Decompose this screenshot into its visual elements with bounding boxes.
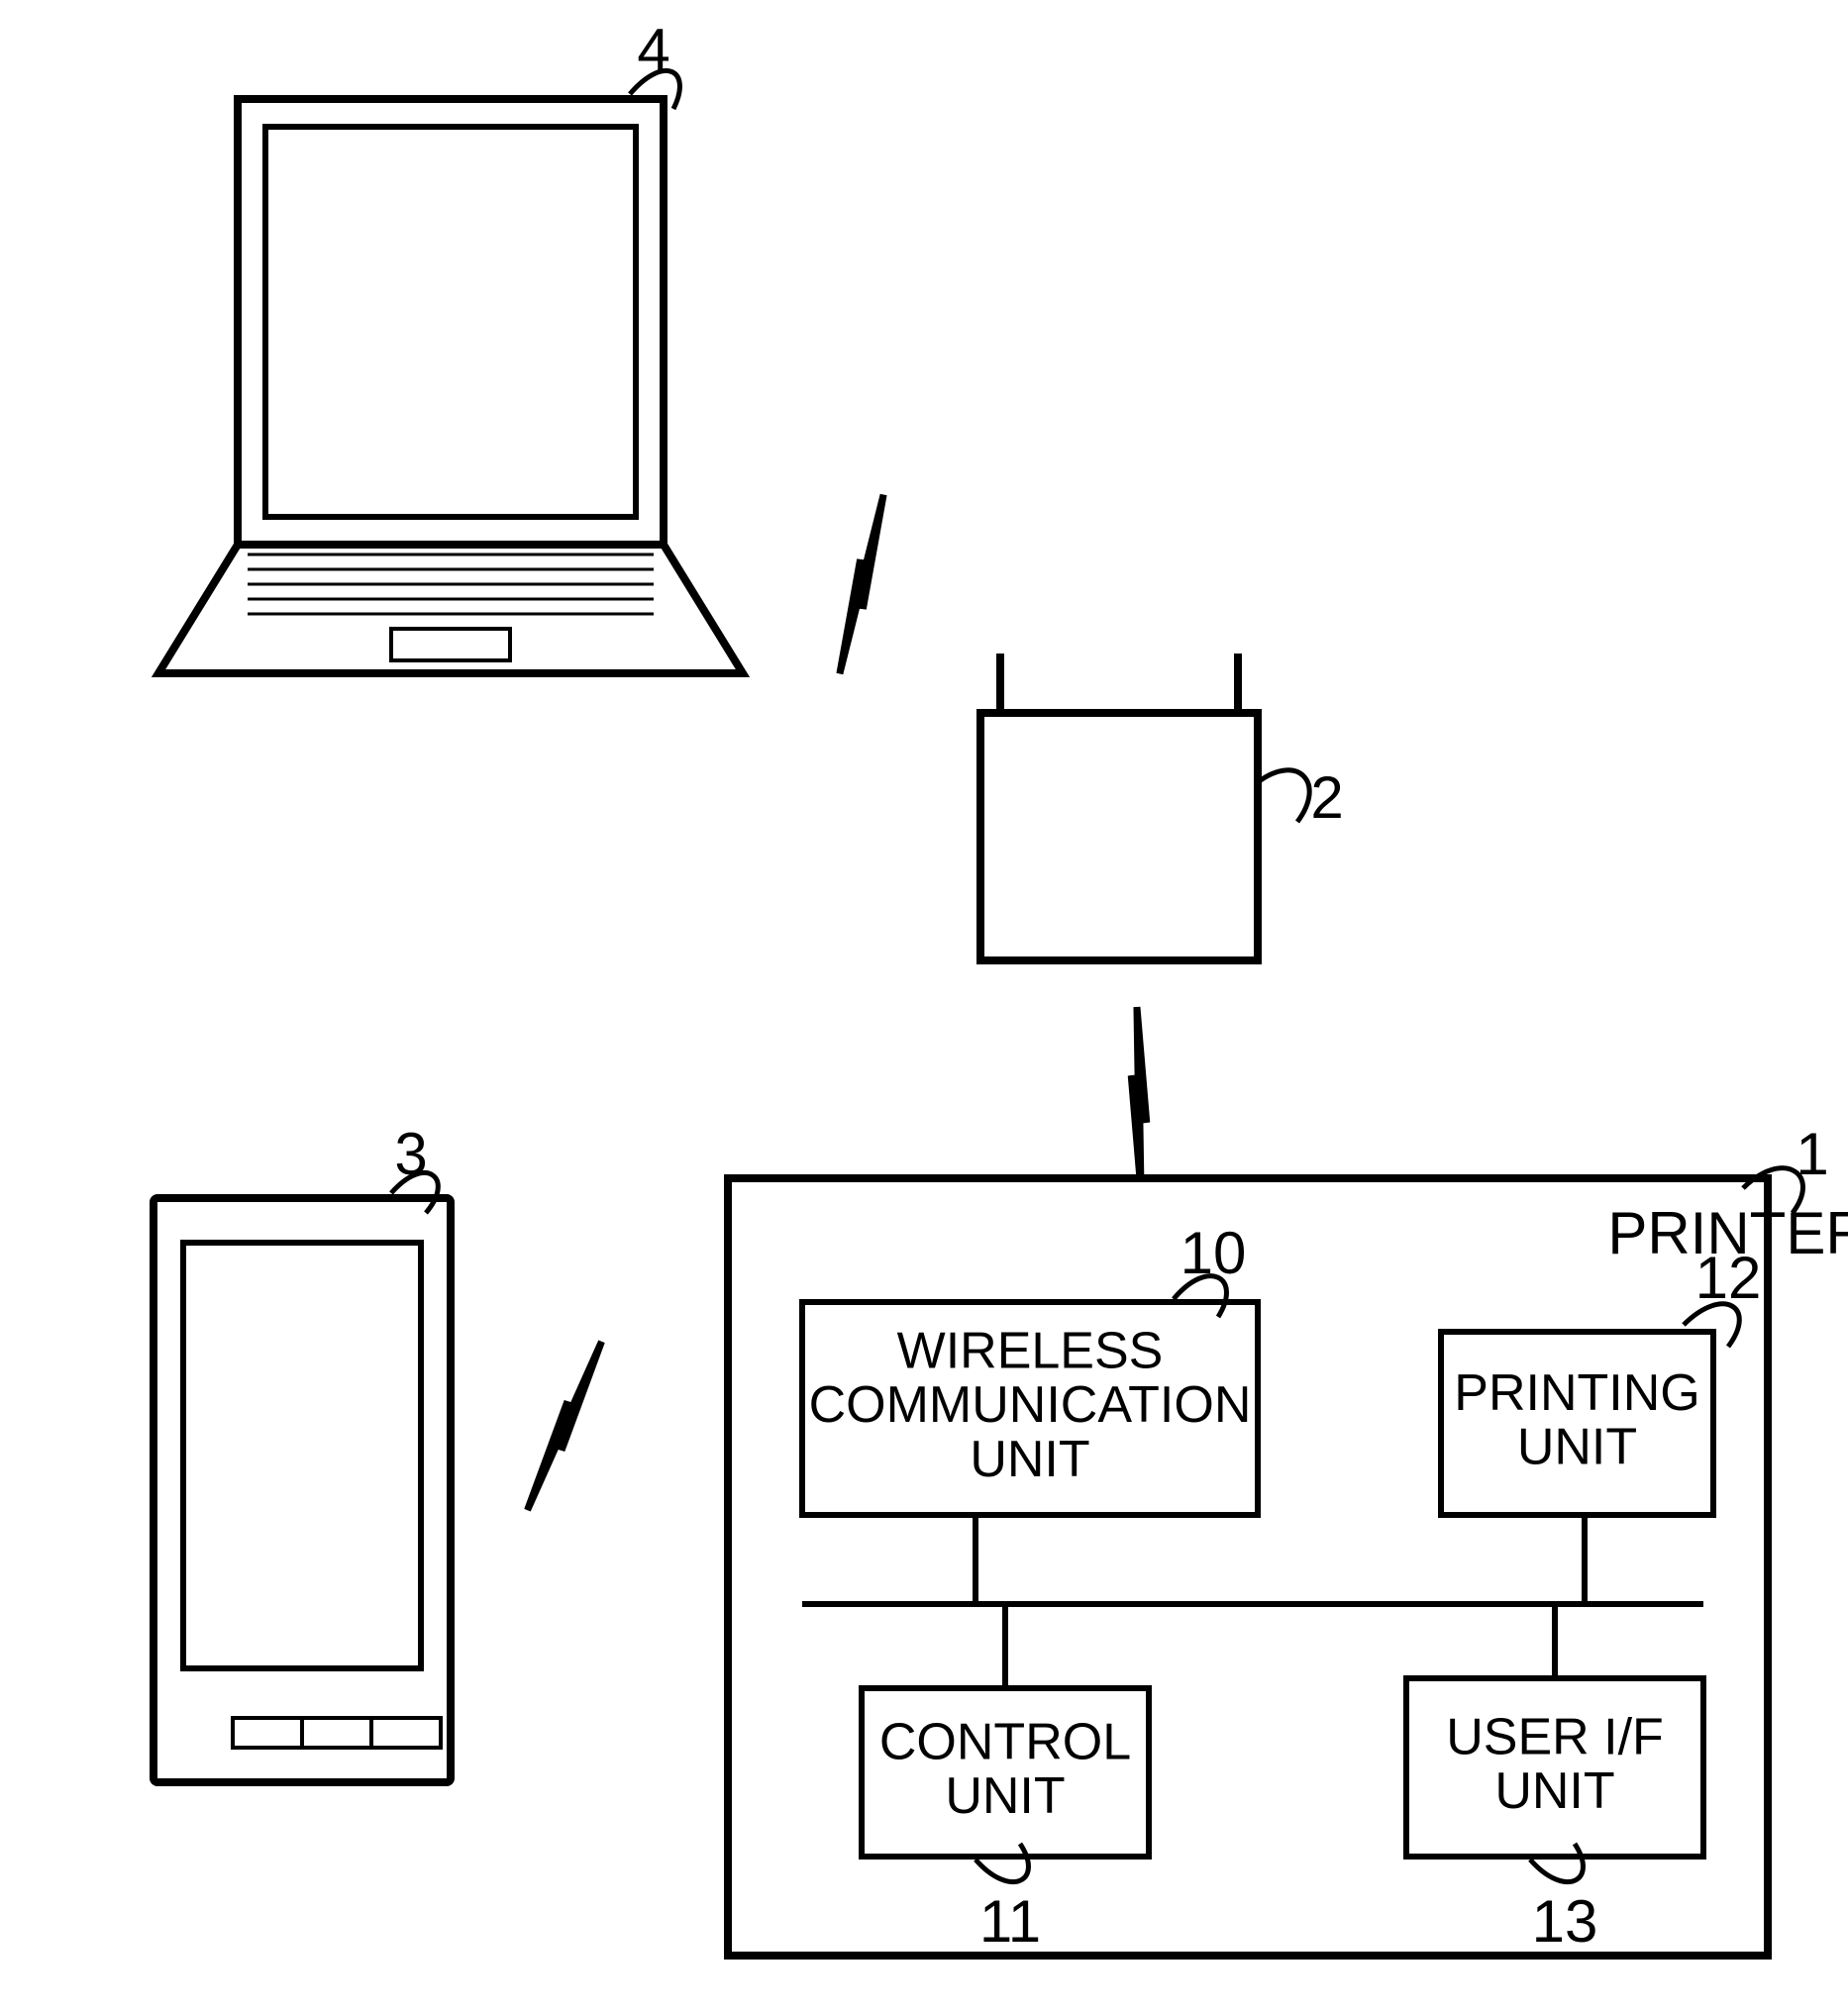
wireless-communication-unit-ref-label: 10 bbox=[1181, 1220, 1247, 1286]
printing-unit-label-line: UNIT bbox=[1517, 1419, 1637, 1476]
user-if-unit-label-line: UNIT bbox=[1494, 1762, 1614, 1820]
user-if-unit-ref-label: 13 bbox=[1532, 1888, 1598, 1955]
phone-device: 3 bbox=[154, 1121, 451, 1782]
wireless-link-icon bbox=[473, 1342, 657, 1510]
wireless-link-icon bbox=[770, 495, 954, 674]
printing-unit-label-line: PRINTING bbox=[1454, 1364, 1699, 1422]
printing-unit-ref-label: 12 bbox=[1695, 1245, 1762, 1311]
laptop-ref-label: 4 bbox=[637, 17, 669, 83]
phone-ref-label: 3 bbox=[394, 1121, 427, 1187]
router-ref-label: 2 bbox=[1310, 764, 1343, 831]
user-if-unit-label-line: USER I/F bbox=[1446, 1708, 1664, 1765]
router-device: 2 bbox=[980, 654, 1344, 960]
wireless-communication-unit-label-line: UNIT bbox=[970, 1431, 1089, 1488]
wireless-communication-unit-label-line: WIRELESS bbox=[897, 1323, 1164, 1380]
control-unit-label-line: CONTROL bbox=[879, 1713, 1131, 1770]
control-unit-ref-label: 11 bbox=[979, 1888, 1041, 1955]
control-unit-label-line: UNIT bbox=[945, 1767, 1065, 1825]
laptop-device: 4 bbox=[158, 17, 743, 673]
wireless-communication-unit-label-line: COMMUNICATION bbox=[809, 1376, 1252, 1434]
wireless-link-icon bbox=[1052, 1007, 1226, 1191]
printer-ref-label: 1 bbox=[1796, 1121, 1828, 1187]
printer-container: PRINTER1WIRELESSCOMMUNICATIONUNIT10PRINT… bbox=[728, 1121, 1848, 1956]
